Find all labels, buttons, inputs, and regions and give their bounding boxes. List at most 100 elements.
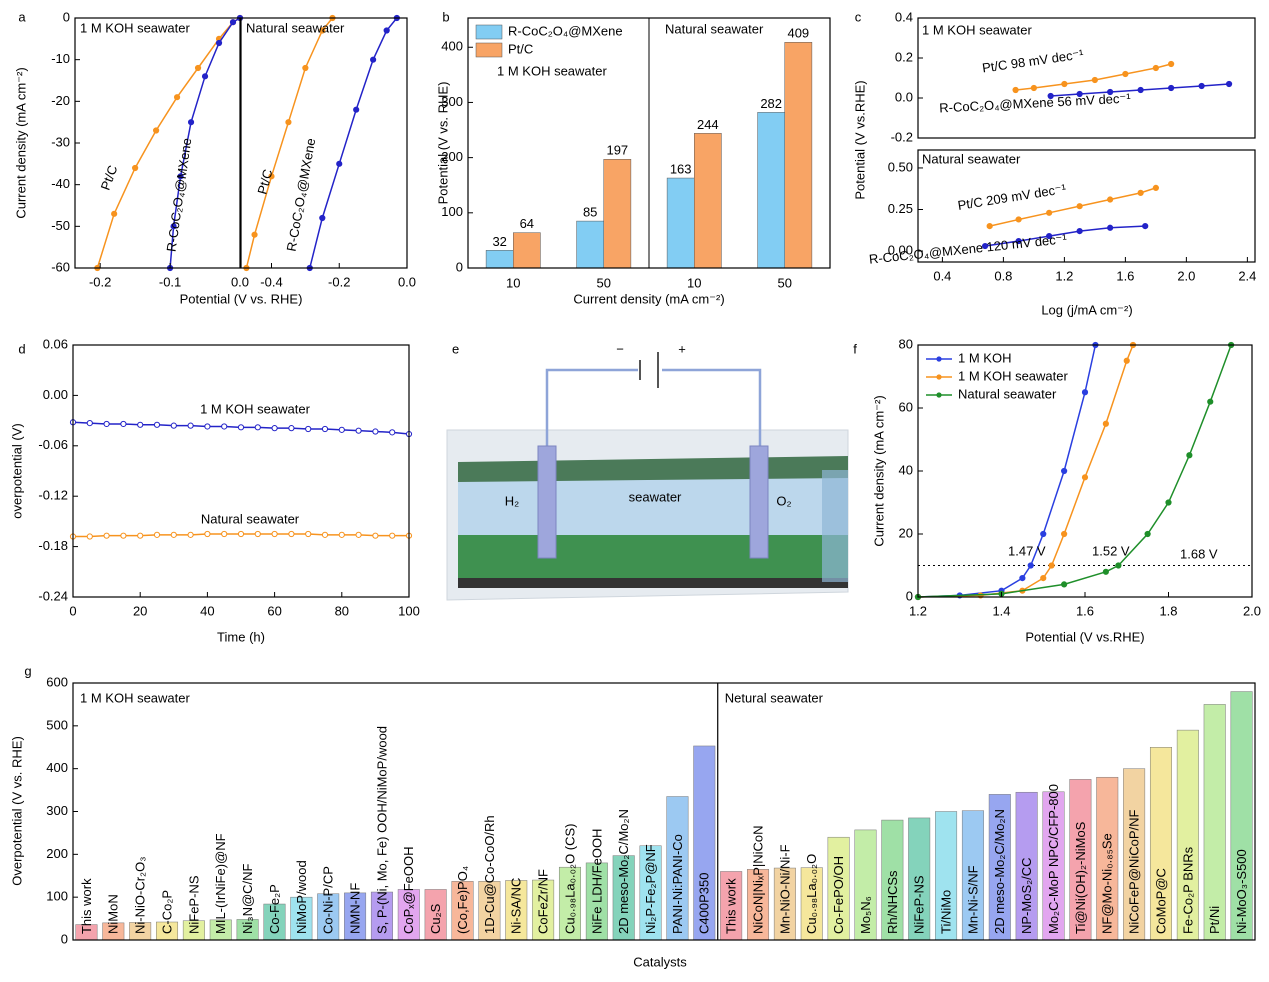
y-tick-label: -60 <box>51 259 70 274</box>
y-axis-label: Potential (V vs. RHE) <box>435 82 450 205</box>
panel-label: b <box>442 9 449 24</box>
bar <box>666 177 695 269</box>
bar <box>694 133 722 269</box>
y-tick-label: -0.2 <box>891 129 913 144</box>
data-point <box>319 214 326 222</box>
data-point <box>1076 90 1083 98</box>
x-tick-label: -0.2 <box>328 274 350 289</box>
y-tick-label: 0.25 <box>888 201 913 216</box>
series-label: 1 M KOH seawater <box>200 401 310 416</box>
value-label: 409 <box>787 26 809 41</box>
data-point <box>1123 357 1130 364</box>
data-point <box>321 425 329 433</box>
data-point <box>1168 84 1175 92</box>
x-tick-label: 2.4 <box>1238 268 1256 283</box>
x-tick-label: 50 <box>778 275 792 290</box>
annotation: 1.68 V <box>1180 546 1218 561</box>
legend-marker <box>936 374 942 380</box>
data-point <box>305 425 312 433</box>
series-line <box>917 344 1232 598</box>
data-point <box>1198 82 1205 90</box>
y-tick-label: 0.00 <box>43 387 68 402</box>
data-point <box>1091 76 1098 84</box>
panel-label: e <box>452 341 459 356</box>
category-label: PANI-Ni:PANI-Co <box>670 834 685 934</box>
data-point <box>1144 530 1151 538</box>
category-label: NiCoN|NiₓP|NiCoN <box>750 825 765 934</box>
y-axis-label: Current density (mA cm⁻²) <box>871 395 886 546</box>
panel-label: f <box>853 341 857 356</box>
x-axis-label: Potential (V vs. RHE) <box>180 291 303 306</box>
y-tick-label: 600 <box>46 674 68 689</box>
category-label: NiFeP-NS <box>186 875 201 934</box>
data-point <box>237 424 245 431</box>
x-tick-label: 0.4 <box>933 268 951 283</box>
x-tick-label: 1.2 <box>1055 268 1073 283</box>
y-tick-label: 0.0 <box>895 89 913 104</box>
category-label: MIL-(IrNiFe)@NF <box>213 833 228 934</box>
data-point <box>1142 223 1149 230</box>
seagrass <box>458 535 848 585</box>
data-point <box>1165 499 1172 506</box>
data-point <box>1046 209 1053 216</box>
data-point <box>986 223 993 230</box>
annotation: Natural seawater <box>665 21 764 36</box>
y-tick-label: -40 <box>51 176 70 191</box>
series-line <box>1015 63 1172 91</box>
data-point <box>251 231 258 238</box>
panel-label: a <box>18 9 26 24</box>
x-axis-label: Time (h) <box>217 629 265 644</box>
data-point <box>321 531 329 538</box>
electrolyzer-illustration: e − + H₂ seawater O₂ <box>446 341 849 601</box>
data-point <box>103 420 110 428</box>
x-tick-label: -0.1 <box>159 274 181 289</box>
series-line <box>984 225 1146 247</box>
data-point <box>271 530 278 538</box>
data-point <box>254 530 261 538</box>
data-point <box>1137 86 1144 94</box>
annotation: 1.47 V <box>1008 543 1046 558</box>
data-point <box>338 426 345 433</box>
data-point <box>153 127 160 134</box>
y-tick-label: -0.12 <box>38 488 68 503</box>
category-label: Co-Fe₂P <box>267 884 282 934</box>
annotation: Natural seawater <box>922 151 1021 166</box>
category-label: C-Co₂P <box>159 890 174 934</box>
category-label: Mo₅N₆ <box>858 896 873 934</box>
data-point <box>1040 575 1047 582</box>
y-axis-label: Current density (mA cm⁻²) <box>13 67 28 218</box>
data-point <box>1186 452 1193 459</box>
tank-side <box>822 470 848 582</box>
category-label: Ni-NiO-Cr₂O₃ <box>133 857 148 935</box>
category-label: Cu₀.₉₈La₀.₀₂O (CS) <box>562 823 577 934</box>
electrolyte-label: seawater <box>629 489 682 504</box>
data-point <box>353 106 360 113</box>
annotation: 1 M KOH seawater <box>922 22 1032 37</box>
legend-marker <box>936 356 942 362</box>
data-point <box>1076 203 1083 210</box>
data-point <box>86 533 93 540</box>
group-label: 1 M KOH seawater <box>80 690 190 705</box>
x-axis-label: Current density (mA cm⁻²) <box>573 291 724 306</box>
y-axis-label: Overpotential (V vs. RHE) <box>9 736 24 886</box>
y-tick-label: 0 <box>61 931 68 946</box>
category-label: NiFeP-NS <box>912 875 927 934</box>
category-label: 1D-Cu@Co-CoO/Rh <box>482 815 497 934</box>
data-point <box>355 531 362 538</box>
data-point <box>215 39 223 47</box>
y-tick-label: -0.18 <box>38 538 68 553</box>
y-tick-label: 80 <box>899 336 913 351</box>
category-label: NiMoN <box>106 894 121 934</box>
category-label: NP-MoS₂/CC <box>1019 857 1034 934</box>
data-point <box>355 427 362 434</box>
series-label: Pt/C <box>98 163 121 192</box>
category-label: Ti@Ni(OH)₂-NiMoS <box>1073 821 1088 934</box>
category-label: Ni₂P-Fe₂P@NF <box>643 844 658 934</box>
bar <box>576 220 604 269</box>
y-tick-label: 40 <box>899 462 913 477</box>
bar <box>757 112 785 269</box>
data-point <box>221 423 228 430</box>
data-point <box>177 173 184 180</box>
y-tick-label: 60 <box>899 399 913 414</box>
x-tick-label: 100 <box>398 603 420 618</box>
